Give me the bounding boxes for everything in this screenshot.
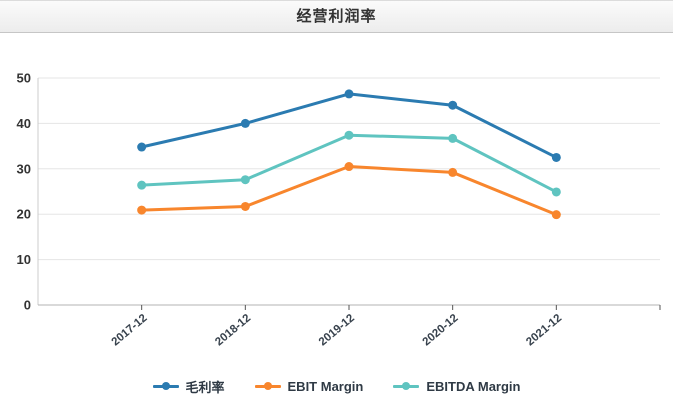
x-axis-label: 2019-12	[317, 312, 357, 348]
data-point[interactable]	[448, 100, 458, 110]
y-axis-label: 40	[17, 116, 31, 131]
legend-line-dot-marker	[254, 381, 281, 391]
legend-item-ebitda-margin[interactable]: EBITDA Margin	[393, 378, 521, 394]
y-axis-label: 10	[17, 252, 31, 267]
y-axis-label: 20	[17, 207, 31, 222]
data-point[interactable]	[551, 210, 561, 220]
data-point[interactable]	[551, 187, 561, 197]
series-line-0	[140, 92, 558, 159]
data-point[interactable]	[137, 142, 147, 152]
data-point[interactable]	[240, 175, 250, 185]
data-point[interactable]	[448, 133, 458, 143]
x-axis-label: 2020-12	[421, 312, 461, 348]
legend-line-dot-marker	[393, 381, 420, 391]
data-point[interactable]	[448, 167, 458, 177]
x-axis-label: 2021-12	[524, 312, 564, 348]
legend-label: EBIT Margin	[287, 378, 364, 394]
data-point[interactable]	[240, 201, 250, 211]
data-point[interactable]	[137, 205, 147, 215]
y-axis-label: 0	[24, 298, 31, 313]
chart-title: 经营利润率	[296, 8, 377, 25]
data-point[interactable]	[137, 180, 147, 190]
data-point[interactable]	[240, 118, 250, 128]
data-point[interactable]	[344, 162, 354, 172]
legend-label: 毛利率	[185, 379, 225, 395]
data-point[interactable]	[344, 89, 354, 99]
series-line-1	[140, 165, 558, 217]
line-chart-svg[interactable]: 0 10 20 30 40 50 2017-12 2018-12 2019-12 2020-12 2…	[0, 34, 673, 364]
legend-item-ebit-margin[interactable]: EBIT Margin	[254, 378, 364, 394]
x-axis-label: 2017-12	[110, 312, 150, 348]
legend-item-gross-margin[interactable]: 毛利率	[152, 377, 225, 396]
x-axis-label: 2018-12	[213, 312, 253, 348]
legend-line-dot-marker	[152, 381, 179, 391]
y-axis-label: 50	[17, 71, 31, 86]
y-axis-label: 30	[17, 161, 31, 176]
chart-header: 经营利润率	[0, 0, 673, 33]
data-point[interactable]	[344, 130, 354, 140]
chart-area: 0 10 20 30 40 50 2017-12 2018-12 2019-12 2020-12 2…	[0, 34, 673, 364]
legend-label: EBITDA Margin	[426, 378, 521, 394]
legend: 毛利率 EBIT Margin EBITDA Margin	[0, 377, 673, 396]
data-point[interactable]	[551, 152, 561, 162]
